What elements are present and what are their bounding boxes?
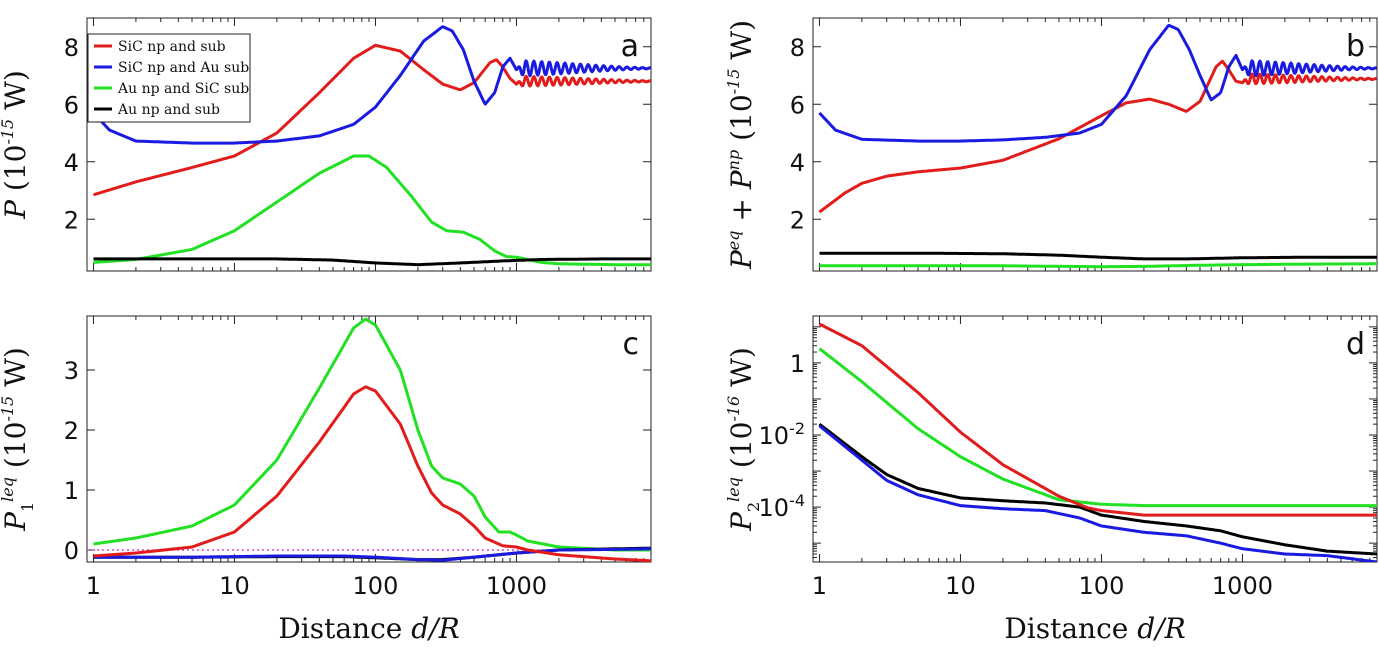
series-line-sic-np-and-sub [818, 322, 1377, 517]
x-tick-label: 1 [86, 572, 101, 600]
y-tick-label: 1 [64, 477, 79, 505]
x-tick-label: 100 [353, 572, 399, 600]
series-line-au-np-and-sub [92, 257, 651, 267]
y-axis-label: P (10-15 W) [0, 70, 32, 220]
legend-entry: SiC np and sub [118, 39, 226, 55]
x-axis-label: Distance d/R [1004, 612, 1185, 645]
panel-d: 1 10 100 1000 10-4 10-2 1 d P2leq (10-16 W) Dista… [724, 315, 1378, 645]
series-line-sic-np-and-au-sub [818, 23, 1377, 143]
y-tick-label: 8 [64, 34, 79, 62]
legend-box [87, 33, 251, 123]
y-axis-label: P1leq (10-15 W) [0, 347, 37, 532]
y-tick-label: 2 [64, 206, 79, 234]
legend-entry: SiC np and Au sub [118, 60, 249, 76]
plot-frame-b [812, 17, 1378, 272]
x-tick-label: 1000 [1212, 572, 1273, 600]
legend-entry: Au np and sub [117, 102, 220, 118]
x-tick-label: 10 [945, 572, 976, 600]
series-line-sic-np-and-au-sub [818, 424, 1377, 562]
series-line-au-np-and-sub [818, 423, 1377, 556]
panel-letter: a [621, 29, 639, 64]
plot-frame-c [86, 315, 652, 563]
series-line-au-np-and-sic-sub [92, 317, 651, 552]
series-line-sic-np-and-sub [818, 59, 1377, 214]
y-tick-label: 4 [790, 149, 805, 177]
y-axis-label: Peq + Pnp (10-15 W) [724, 20, 758, 270]
y-tick-label: 2 [64, 417, 79, 445]
panel-letter: b [1346, 29, 1365, 64]
panel-letter: c [623, 327, 640, 362]
y-tick-label: 0 [64, 537, 79, 565]
y-tick-label: 2 [790, 206, 805, 234]
x-axis-label: Distance d/R [278, 612, 459, 645]
y-tick-label: 1 [790, 350, 805, 378]
legend-entry: Au np and SiC sub [117, 81, 249, 97]
y-tick-label: 8 [790, 34, 805, 62]
y-tick-label: 6 [64, 91, 79, 119]
series-line-sic-np-and-au-sub [92, 547, 651, 562]
x-tick-label: 100 [1079, 572, 1125, 600]
legend: SiC np and sub SiC np and Au sub Au np and… [87, 33, 251, 123]
y-tick-label: 10-2 [759, 419, 806, 450]
panel-b: 2 4 6 8 b Peq + Pnp (10-15 W) [724, 17, 1378, 272]
series-line-au-np-and-sic-sub [818, 347, 1377, 508]
y-tick-label: 3 [64, 357, 79, 385]
series-line-sic-np-and-au-sub [92, 25, 651, 145]
x-tick-label: 1000 [486, 572, 547, 600]
x-tick-label: 1 [812, 572, 827, 600]
series-line-au-np-and-sic-sub [818, 262, 1377, 269]
y-tick-label: 6 [790, 91, 805, 119]
series-line-sic-np-and-sub [92, 385, 651, 562]
series-line-au-np-and-sub [818, 251, 1377, 261]
series-line-au-np-and-sic-sub [92, 154, 651, 267]
series-line-sic-np-and-sub [92, 43, 651, 197]
panel-letter: d [1346, 327, 1365, 362]
x-tick-label: 10 [219, 572, 250, 600]
y-axis-label: P2leq (10-16 W) [724, 347, 763, 532]
panel-a: 2 4 6 8 a P (10-15 W) [0, 17, 652, 272]
y-tick-label: 10-4 [759, 491, 806, 522]
y-tick-label: 4 [64, 149, 79, 177]
